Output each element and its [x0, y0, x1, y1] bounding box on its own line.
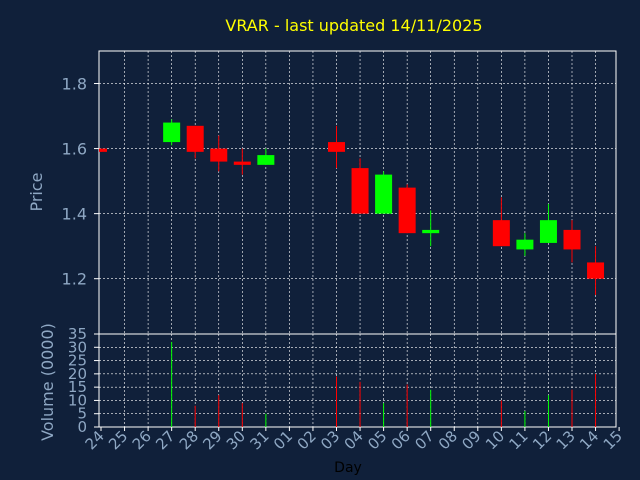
volume-tick-label: 15	[68, 378, 87, 396]
x-tick-label: 04	[341, 427, 367, 453]
x-tick-label: 28	[176, 427, 202, 453]
candle-body	[516, 239, 534, 250]
candle-body	[422, 229, 440, 234]
x-tick-label: 09	[458, 427, 484, 453]
price-gridlines	[94, 83, 616, 280]
x-tick-label: 31	[246, 427, 272, 453]
chart-title: VRAR - last updated 14/11/2025	[225, 16, 482, 35]
candle-body	[163, 122, 181, 143]
volume-tick-label: 10	[68, 391, 87, 409]
x-tick-label: 13	[553, 427, 579, 453]
candle-body	[587, 262, 605, 279]
x-tick-label: 02	[294, 427, 320, 453]
candle-body	[257, 155, 275, 165]
volume-tick-label: 35	[68, 325, 87, 343]
price-tick-label: 1.8	[62, 75, 87, 94]
candle-body	[328, 142, 345, 152]
x-tick-label: 05	[364, 427, 390, 453]
x-tick-label: 07	[411, 427, 437, 453]
candle-body	[563, 229, 581, 250]
candle-body	[375, 174, 393, 214]
candle-body	[233, 161, 251, 165]
price-axis-label: Price	[27, 172, 46, 211]
volume-panel-frame	[98, 333, 617, 428]
x-tick-label: 06	[388, 427, 414, 453]
volume-tick-label: 5	[77, 405, 87, 423]
volume-tick-label: 0	[77, 418, 87, 436]
candle-body	[99, 148, 107, 152]
x-tick-label: 14	[576, 427, 602, 453]
volume-axis-label: Volume (0000)	[38, 323, 57, 441]
x-tick-label: 10	[482, 427, 508, 453]
candle-body	[539, 220, 557, 243]
candle-body	[398, 187, 416, 234]
x-tick-label: 25	[105, 427, 131, 453]
candles	[99, 119, 605, 295]
x-axis-label: Day	[334, 460, 362, 476]
candle-body	[351, 168, 369, 214]
volume-tick-label: 20	[68, 365, 87, 383]
volume-tick-label: 30	[68, 338, 87, 356]
candle-body	[210, 148, 228, 162]
candle-body	[492, 220, 510, 247]
x-tick-labels: 2425262728293031010203040506070809101112…	[82, 427, 626, 453]
x-tick-label: 01	[270, 427, 296, 453]
price-y-tick-labels: 1.2 1.4 1.6 1.8	[62, 75, 87, 289]
x-tick-label: 27	[152, 427, 178, 453]
price-tick-label: 1.2	[62, 270, 87, 289]
x-tick-label: 11	[505, 427, 531, 453]
x-tick-label: 03	[317, 427, 343, 453]
candle-body	[186, 125, 204, 152]
volume-gridlines	[94, 333, 616, 428]
volume-tick-label: 25	[68, 352, 87, 370]
x-tick-label: 08	[435, 427, 461, 453]
x-tick-label: 12	[529, 427, 555, 453]
x-tick-label: 15	[600, 427, 626, 453]
volume-bars	[171, 341, 597, 427]
x-tick-label: 29	[199, 427, 225, 453]
x-tick-label: 30	[223, 427, 249, 453]
price-tick-label: 1.4	[62, 205, 87, 224]
x-tick-label: 26	[129, 427, 155, 453]
price-tick-label: 1.6	[62, 140, 87, 159]
